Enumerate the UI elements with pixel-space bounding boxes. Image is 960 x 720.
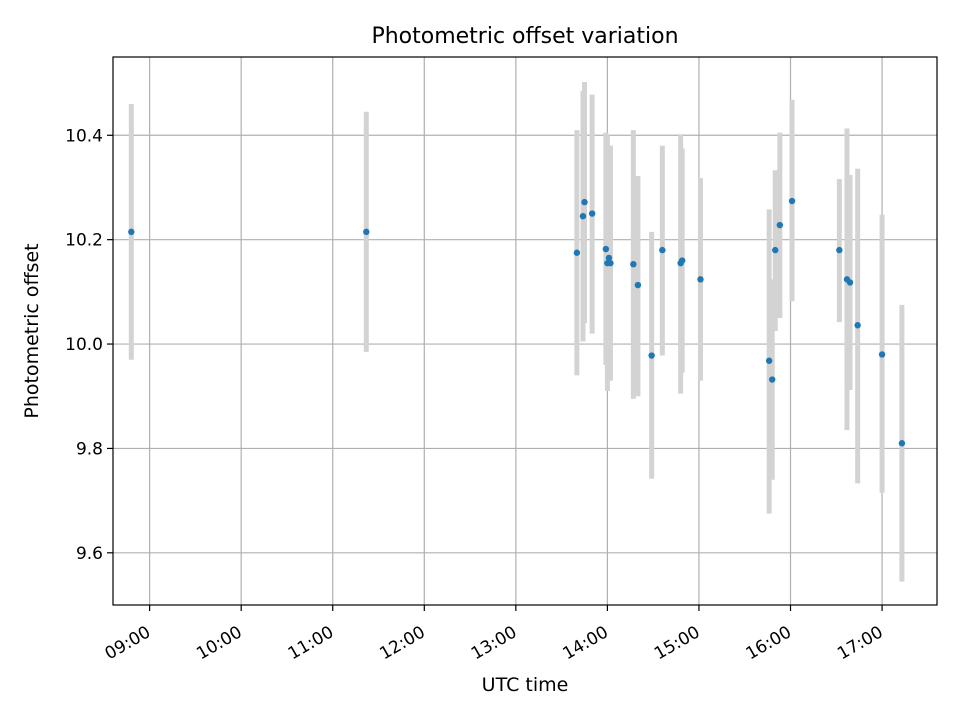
y-tick-label: 9.8: [76, 439, 103, 459]
data-point: [363, 228, 370, 236]
plot-area-frame: [112, 56, 938, 606]
data-point: [630, 260, 637, 268]
data-point: [836, 246, 843, 254]
x-tick-label: 14:00: [559, 622, 611, 664]
data-point: [678, 257, 686, 264]
y-tick-label: 10.4: [65, 126, 103, 146]
data-point: [579, 212, 587, 220]
data-point: [602, 245, 610, 253]
x-tick-label: 11:00: [285, 622, 337, 664]
data-point: [588, 210, 596, 217]
data-point: [878, 351, 886, 358]
data-point: [659, 246, 666, 254]
data-point: [605, 254, 613, 262]
data-point: [854, 322, 861, 329]
grid-lines: [113, 57, 937, 605]
y-tick-label: 10.0: [65, 335, 103, 355]
y-tick-label: 10.2: [65, 231, 103, 251]
data-point: [846, 279, 854, 286]
data-point: [581, 198, 588, 206]
data-point: [697, 276, 704, 283]
x-tick-label: 13:00: [468, 622, 520, 664]
data-point: [776, 221, 784, 229]
y-tick-label: 9.6: [76, 544, 103, 564]
data-point: [128, 228, 135, 236]
data-point: [772, 246, 779, 254]
x-tick-label: 10:00: [193, 622, 245, 664]
data-point: [573, 249, 581, 256]
data-point: [788, 197, 796, 205]
data-point: [769, 376, 776, 383]
x-axis-ticks: 09:00 10:00 11:00 12:00 13:00 14:00 15:00 16:00…: [102, 605, 887, 664]
y-axis-label: Photometric offset: [21, 243, 43, 418]
y-axis-ticks: 9.6 9.8 10.0 10.2 10.4: [65, 126, 113, 564]
error-bars: [128, 82, 905, 582]
data-point: [607, 259, 614, 267]
x-tick-label: 17:00: [834, 622, 886, 664]
data-point: [765, 357, 773, 364]
chart-title: Photometric offset variation: [371, 24, 678, 49]
data-point: [898, 440, 906, 447]
x-tick-label: 09:00: [102, 622, 154, 664]
x-tick-label: 12:00: [376, 622, 428, 664]
data-points: [128, 197, 906, 447]
x-axis-label: UTC time: [482, 674, 569, 696]
data-point: [648, 352, 655, 359]
data-point: [634, 281, 642, 289]
x-tick-label: 15:00: [651, 622, 703, 664]
x-tick-label: 16:00: [743, 622, 795, 664]
